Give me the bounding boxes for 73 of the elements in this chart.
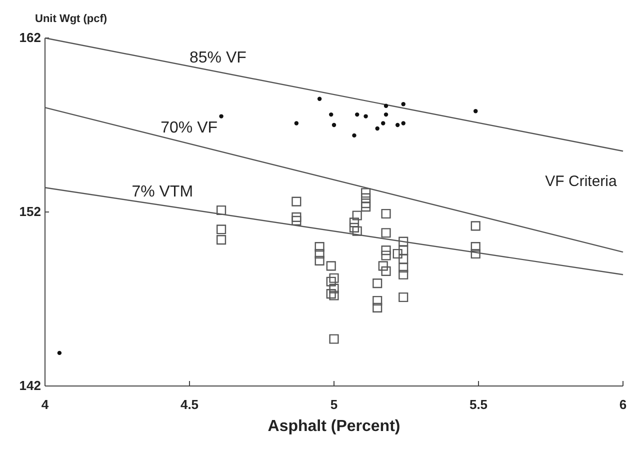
x-tick-label: 5 [330,397,338,412]
y-axis-title: Unit Wgt (pcf) [35,13,108,25]
y-tick-label: 162 [19,30,41,46]
point [470,221,480,231]
point [401,121,406,126]
point [329,290,339,300]
point [401,102,406,106]
x-tick-label: 4.5 [180,397,199,412]
point [329,112,334,117]
point [361,198,371,208]
point [395,122,400,128]
point [314,256,324,266]
point [398,270,408,280]
point [381,250,391,260]
point [384,104,388,108]
point [326,261,336,271]
point [349,222,360,232]
x-tick-label: 6 [619,397,627,412]
x-tick-label: 5.5 [469,397,488,412]
point [384,112,388,117]
point [398,245,408,256]
point [398,292,408,302]
point [381,228,391,238]
point [381,245,391,256]
point [216,205,226,216]
point [352,133,356,138]
series-label: 7% VTM [132,184,194,201]
point [216,235,226,245]
point [349,218,360,228]
series-label: 70% VF [160,119,218,136]
series-label: 85% VF [190,49,247,66]
point [352,210,362,220]
point [381,266,391,276]
point [398,254,408,264]
point [219,114,224,118]
point [57,350,62,356]
x-axis-title: Asphalt (Percent) [268,418,400,435]
point [352,226,362,236]
point [329,284,339,294]
point [361,188,371,198]
point [474,108,478,114]
point [375,126,380,131]
point [329,273,339,283]
point [292,212,302,222]
point [378,261,388,271]
point [372,278,382,288]
point [372,296,382,306]
point [381,121,386,126]
point [216,224,226,234]
point [364,114,368,118]
point [398,262,408,272]
point [329,334,339,344]
point [292,196,302,206]
y-tick-label: 142 [19,378,41,394]
point [292,216,302,226]
point [398,236,408,246]
point [470,242,480,252]
point [361,202,371,212]
point [355,112,360,117]
point [392,248,402,259]
x-tick-label: 4 [41,397,50,412]
point [372,302,382,312]
annotation: VF Criteria [545,173,618,190]
point [381,208,391,219]
y-tick-label: 152 [19,204,41,220]
point [326,288,336,299]
point [470,248,480,259]
point [332,122,336,128]
point [317,96,322,102]
point [294,121,299,126]
point [314,248,324,259]
point [326,276,336,286]
point [314,242,324,252]
